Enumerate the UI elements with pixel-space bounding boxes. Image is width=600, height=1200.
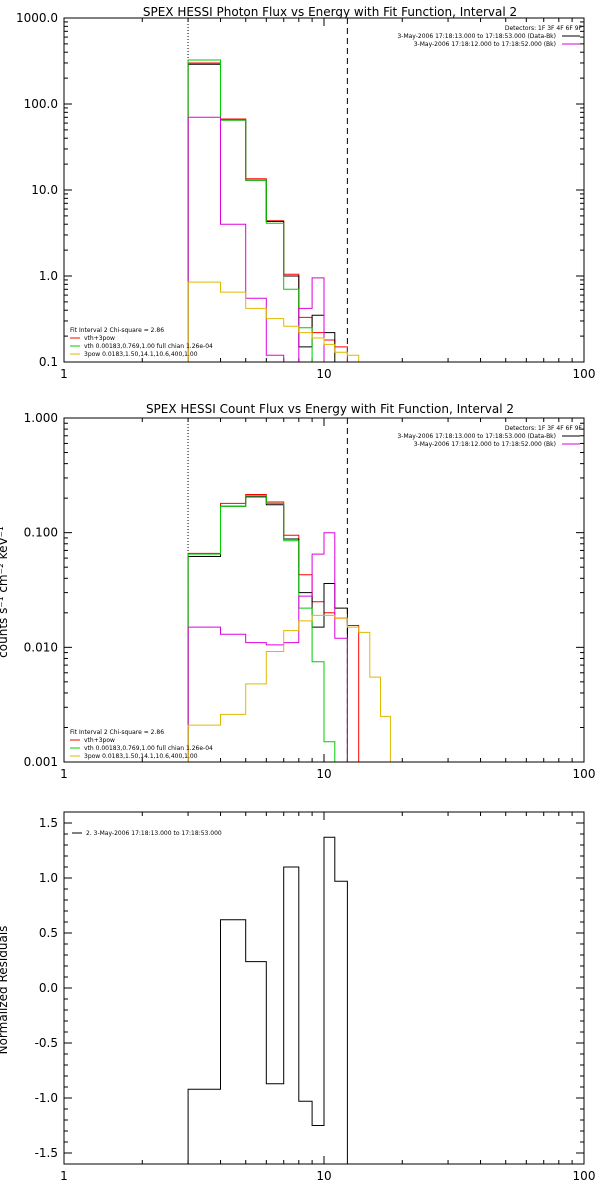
photon-flux-title: SPEX HESSI Photon Flux vs Energy with Fi… — [143, 5, 517, 19]
count-flux-series-magenta-histogram — [187, 532, 359, 763]
residuals-y-axis-label: Normalized Residuals — [0, 926, 10, 1055]
residuals-y-tick-label: -1.0 — [35, 1091, 58, 1105]
count-flux-series-yellow-histogram — [187, 614, 391, 762]
photon-flux-plot-frame — [63, 17, 585, 363]
residuals-x-tick-label: 1 — [60, 1169, 68, 1183]
residuals-plot-frame — [63, 811, 585, 1165]
count-flux-plot-frame — [63, 417, 585, 763]
count-flux-y-tick-label: 0.001 — [24, 755, 58, 769]
photon-flux-series-red-histogram — [187, 62, 348, 362]
count-flux-panel: SPEX HESSI Count Flux vs Energy with Fit… — [0, 402, 595, 781]
residuals-x-tick-label: 100 — [573, 1169, 596, 1183]
count-flux-x-tick-label: 1 — [60, 767, 68, 781]
count-flux-legend-top-right: Detectors: 1F 3F 4F 6F 9F 3-May-2006 17:… — [397, 425, 582, 448]
photon-flux-detectors-label: Detectors: 1F 3F 4F 6F 9F — [505, 25, 583, 32]
residuals-legend-label: 2. 3-May-2006 17:18:13.000 to 17:18:53.0… — [86, 830, 222, 837]
photon-flux-x-tick-label: 100 — [573, 367, 596, 381]
photon-flux-y-tick-label: 1.0 — [39, 269, 58, 283]
count-flux-detectors-label: Detectors: 1F 3F 4F 6F 9F — [505, 425, 583, 432]
residuals-y-tick-label: 0.5 — [39, 926, 58, 940]
count-flux-y-tick-label: 0.010 — [24, 640, 58, 654]
count-flux-title: SPEX HESSI Count Flux vs Energy with Fit… — [146, 402, 514, 416]
count-flux-legend-bk-label: 3-May-2006 17:18:12.000 to 17:18:52.000 … — [414, 441, 556, 448]
photon-flux-fit-header: Fit Interval 2 Chi-square = 2.86 — [70, 327, 164, 334]
residuals-legend-top-left: 2. 3-May-2006 17:18:13.000 to 17:18:53.0… — [72, 830, 222, 837]
count-flux-y-tick-label: 1.000 — [24, 411, 58, 425]
photon-flux-legend-vth3pow-label: vth+3pow — [84, 335, 115, 342]
photon-flux-y-tick-label: 10.0 — [31, 183, 58, 197]
photon-flux-y-tick-label: 0.1 — [39, 355, 58, 369]
count-flux-y-axis-label: counts s⁻¹ cm⁻² keV⁻¹ — [0, 526, 10, 658]
count-flux-y-tick-label: 0.100 — [24, 526, 58, 540]
count-flux-legend-3pow-label: 3pow 0.0183,1.50,14.1,10.6,400,1.00 — [84, 753, 198, 760]
residuals-y-tick-label: 1.0 — [39, 871, 58, 885]
residuals-series-black-histogram — [187, 836, 348, 1164]
photon-flux-x-tick-label: 1 — [60, 367, 68, 381]
residuals-x-tick-label: 10 — [316, 1169, 331, 1183]
residuals-y-tick-label: -0.5 — [35, 1036, 58, 1050]
residuals-y-tick-label: 0.0 — [39, 981, 58, 995]
photon-flux-x-tick-label: 10 — [316, 367, 331, 381]
count-flux-x-tick-label: 10 — [316, 767, 331, 781]
photon-flux-legend-top-right: Detectors: 1F 3F 4F 6F 9F 3-May-2006 17:… — [397, 25, 582, 48]
photon-flux-y-tick-label: 1000.0 — [16, 11, 58, 25]
count-flux-legend-vth-label: vth 0.00183,0.769,1.00 full chian 1.26e-… — [84, 745, 213, 752]
count-flux-series-green-histogram — [187, 495, 348, 763]
count-flux-legend-data-label: 3-May-2006 17:18:13.000 to 17:18:53.000 … — [397, 433, 556, 440]
residuals-y-tick-label: -1.5 — [35, 1146, 58, 1160]
residuals-y-tick-label: 1.5 — [39, 816, 58, 830]
photon-flux-series-magenta-histogram — [187, 116, 335, 363]
photon-flux-y-tick-label: 100.0 — [24, 97, 58, 111]
photon-flux-legend-3pow-label: 3pow 0.0183,1.50,14.1,10.6,400,1.00 — [84, 351, 198, 358]
photon-flux-legend-vth-label: vth 0.00183,0.769,1.00 full chian 1.26e-… — [84, 343, 213, 350]
photon-flux-legend-data-label: 3-May-2006 17:18:13.000 to 17:18:53.000 … — [397, 33, 556, 40]
photon-flux-legend-bk-label: 3-May-2006 17:18:12.000 to 17:18:52.000 … — [414, 41, 556, 48]
count-flux-legend-vth3pow-label: vth+3pow — [84, 737, 115, 744]
count-flux-legend-bottom-left: Fit Interval 2 Chi-square = 2.86 vth+3po… — [70, 729, 213, 760]
photon-flux-legend-bottom-left: Fit Interval 2 Chi-square = 2.86 vth+3po… — [70, 327, 213, 358]
count-flux-x-tick-label: 100 — [573, 767, 596, 781]
photon-flux-series-green-histogram — [187, 59, 324, 363]
residuals-panel: Normalized Residuals 1 10 100 -1.5 -1.0 -0.5 0… — [0, 811, 596, 1183]
photon-flux-series-yellow-histogram — [187, 281, 370, 363]
photon-flux-panel: SPEX HESSI Photon Flux vs Energy with Fi… — [16, 5, 595, 381]
count-flux-fit-header: Fit Interval 2 Chi-square = 2.86 — [70, 729, 164, 736]
